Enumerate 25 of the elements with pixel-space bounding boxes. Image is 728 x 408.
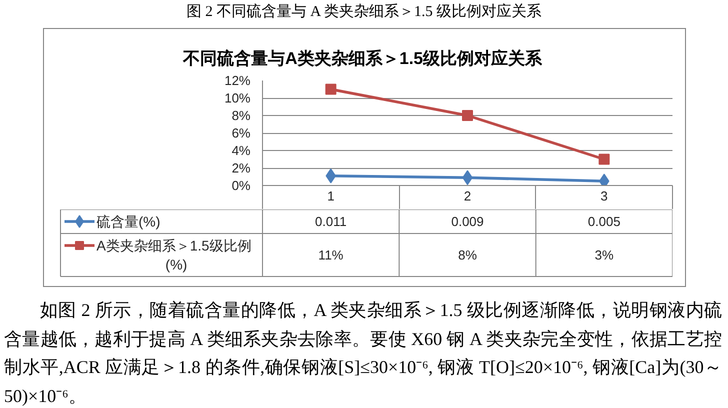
y-tick-label: 0%: [232, 178, 251, 193]
legend-label: A类夹杂细系＞1.5级比例(%): [96, 238, 252, 272]
y-tick-label: 10%: [224, 90, 251, 106]
data-label: 8%: [458, 248, 478, 262]
caption: 图 2 不同硫含量与 A 类夹杂细系＞1.5 级比例对应关系: [186, 2, 542, 22]
chart-title: 不同硫含量与A类夹杂细系＞1.5级比例对应关系: [182, 49, 544, 68]
x-tick-label: 2: [464, 188, 472, 204]
point: [462, 170, 473, 186]
data-label: 0.011: [315, 214, 347, 229]
y-tick-label: 6%: [232, 126, 251, 140]
point: [325, 84, 336, 95]
legend-label: 硫含量(%): [96, 214, 160, 230]
x-tick-label: 3: [600, 188, 608, 204]
data-label: 0.005: [588, 214, 620, 229]
y-tick-label: 12%: [224, 73, 251, 88]
y-tick-label: 4%: [232, 143, 251, 158]
text: 如图 2 所示，随着硫含量的降低，A 类夹杂细系＞1.5 级比例逐渐降低，说明钢液内硫含量越低，越利于提高 A 类细系夹杂去除率。要使 X60 钢 A 类夹杂完全变性，依据工艺控制水平,ACR 应满足＞1.8 的条件,确保钢液[S]≤30×10⁻⁶, 钢液 T[O]≤20×10⁻⁶, 钢液[Ca]为(30～50)×10⁻⁶。: [3, 299, 723, 408]
point: [462, 110, 473, 121]
point: [598, 154, 610, 165]
data-label: 3%: [594, 248, 614, 262]
data-label: 11%: [318, 248, 344, 262]
x-tick-label: 1: [327, 188, 334, 204]
data-label: 0.009: [451, 214, 484, 229]
y-tick-label: 8%: [232, 108, 251, 123]
y-tick-label: 2%: [232, 160, 251, 176]
